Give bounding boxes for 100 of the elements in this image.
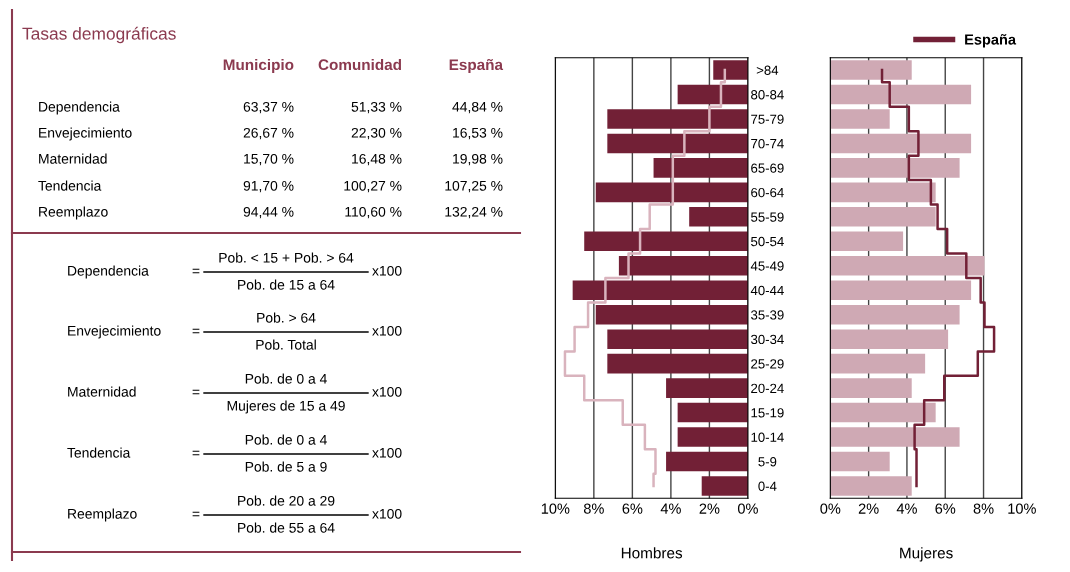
x-tick-label: 6% — [935, 503, 956, 514]
x-tick-label: 10% — [541, 503, 570, 514]
bar — [618, 255, 748, 276]
x-tick-label: 8% — [583, 503, 604, 514]
bar — [666, 378, 748, 398]
x-tick-label: 8% — [973, 503, 994, 514]
x-axis-title: Hombres — [621, 547, 683, 559]
bar — [653, 158, 748, 178]
data-label: 91,70 % — [243, 180, 294, 193]
text: = — [192, 450, 200, 456]
bar — [677, 402, 748, 423]
bar — [701, 476, 748, 496]
text: Pob. de 0 a 4 — [245, 373, 327, 384]
text: x100 — [372, 265, 402, 276]
data-label: 16,48 % — [352, 153, 402, 166]
bar — [830, 109, 890, 129]
text: = — [192, 268, 200, 274]
bar — [607, 133, 748, 154]
text: Pob. de 0 a 4 — [245, 434, 327, 445]
text: Pob. de 55 a 64 — [238, 522, 335, 533]
bar — [595, 304, 748, 325]
x-tick-label: 2% — [699, 503, 720, 514]
x-tick-label: 10% — [1008, 503, 1036, 514]
data-label: 19,98 % — [453, 153, 503, 166]
text: Pob. de 5 a 9 — [245, 461, 327, 472]
category-label: Reemplazo — [39, 206, 108, 220]
text: Maternidad — [68, 386, 136, 397]
y-tick-label: 15-19 — [751, 408, 784, 418]
data-label: 16,53 % — [453, 127, 503, 140]
bar — [830, 133, 972, 154]
bar — [677, 427, 748, 447]
text: = — [192, 511, 200, 517]
bar — [607, 353, 748, 374]
category-label: Dependencia — [39, 101, 120, 115]
bar — [584, 231, 748, 252]
data-label: 15,70 % — [244, 153, 294, 166]
data-label: 44,84 % — [452, 101, 503, 114]
text: Dependencia — [68, 265, 149, 279]
bar — [830, 353, 926, 374]
bar — [830, 182, 936, 203]
y-tick-label: 50-54 — [751, 236, 784, 247]
y-tick-label: 25-29 — [751, 359, 784, 369]
data-label: 107,25 % — [445, 180, 503, 193]
bar — [830, 451, 890, 472]
y-tick-label: 70-74 — [751, 138, 784, 149]
text: Mujeres de 15 a 49 — [227, 400, 345, 414]
y-tick-label: 20-24 — [751, 383, 784, 394]
text: Municipio — [223, 58, 294, 74]
bar — [666, 451, 748, 472]
text: Envejecimiento — [68, 325, 161, 339]
y-tick-label: 65-69 — [751, 163, 784, 173]
text: Pob. de 15 a 64 — [238, 279, 335, 290]
bar — [830, 84, 972, 105]
text: España — [449, 58, 504, 74]
bar — [830, 60, 912, 80]
x-tick-label: 4% — [896, 503, 917, 514]
y-tick-label: 80-84 — [751, 90, 784, 100]
y-tick-label: 40-44 — [750, 285, 784, 296]
legend-label: España — [965, 34, 1017, 48]
bar — [689, 207, 748, 227]
bar — [830, 427, 960, 447]
bar — [830, 476, 912, 496]
x-tick-label: 4% — [660, 503, 681, 514]
bar — [572, 280, 748, 301]
text: x100 — [372, 508, 402, 519]
bar — [830, 402, 936, 423]
x-axis-title: Mujeres — [900, 547, 953, 562]
x-tick-label: 0% — [820, 503, 841, 514]
bar — [830, 231, 904, 252]
bar — [677, 84, 748, 105]
y-tick-label: >84 — [756, 65, 779, 75]
data-label: 63,37 % — [243, 101, 294, 114]
text: Reemplazo — [68, 508, 137, 522]
text: x100 — [372, 386, 402, 397]
text: Pob. > 64 — [257, 312, 316, 323]
y-tick-label: 45-49 — [750, 261, 784, 271]
category-label: Envejecimiento — [39, 127, 132, 141]
data-label: 26,67 % — [243, 127, 294, 140]
x-tick-label: 6% — [622, 503, 643, 514]
bar — [607, 109, 748, 129]
x-tick-label: 0% — [737, 503, 758, 514]
category-label: Maternidad — [39, 153, 107, 164]
bar — [830, 329, 949, 349]
data-label: 51,33 % — [351, 101, 402, 114]
y-tick-label: 0-4 — [758, 481, 777, 491]
data-label: 100,27 % — [344, 180, 402, 193]
y-tick-label: 35-39 — [751, 310, 784, 320]
y-tick-label: 10-14 — [751, 432, 784, 442]
category-label: Tendencia — [38, 180, 102, 191]
bar — [713, 60, 748, 80]
text: Tendencia — [67, 447, 131, 458]
text: = — [192, 389, 200, 395]
bar — [830, 255, 985, 276]
x-tick-label: 2% — [858, 503, 879, 514]
text: Tasas demográficas — [22, 26, 176, 44]
bar — [830, 304, 960, 325]
text: Pob. Total — [256, 339, 316, 350]
y-tick-label: 60-64 — [751, 187, 784, 198]
text: Pob. < 15 + Pob. > 64 — [219, 252, 354, 263]
data-label: 94,44 % — [243, 206, 294, 219]
